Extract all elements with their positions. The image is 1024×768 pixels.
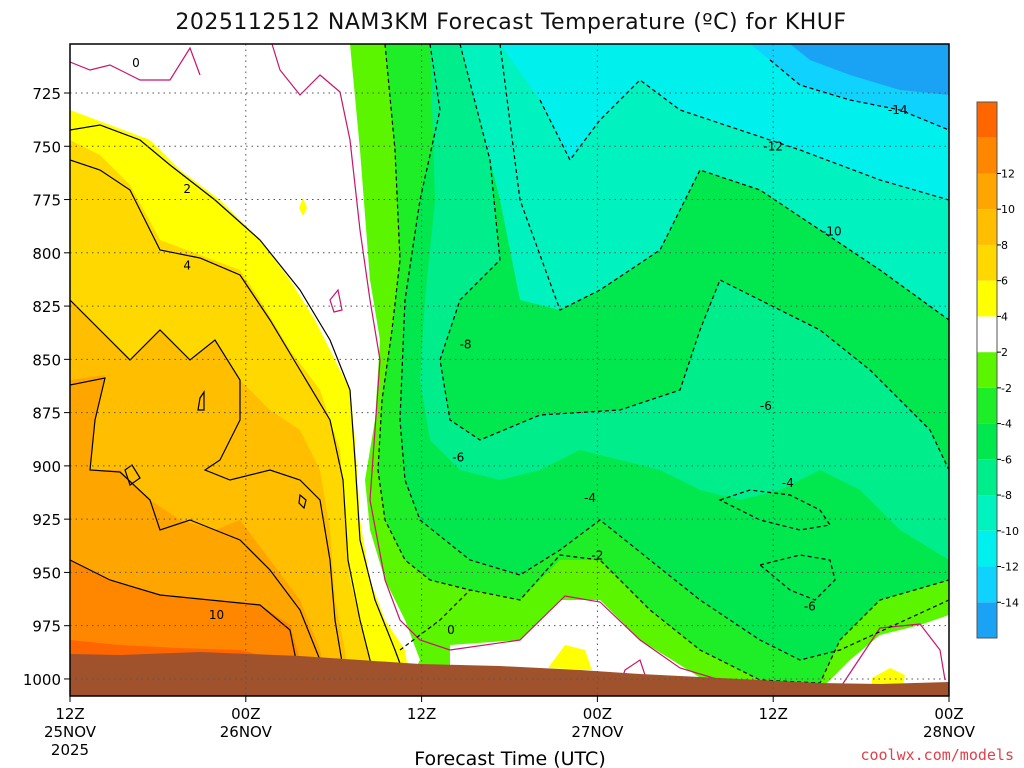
contour-label: -2 [591,548,603,562]
x-tick-date: 26NOV [220,723,273,741]
colorbar-frame [976,101,998,639]
y-tick-label: 775 [32,192,61,210]
colorbar-label: 8 [1001,239,1008,252]
y-tick-label: 975 [32,618,61,636]
y-tick-label: 900 [32,458,61,476]
colorbar-label: 2 [1001,346,1008,359]
colorbar-swatch [977,387,997,424]
warm-island [299,198,307,216]
y-tick-label: 800 [32,245,61,263]
x-tick-label: 12Z [407,705,436,723]
y-axis: 725 750 775 800 825 850 875 900 925 950 975 1000 [23,85,70,689]
colorbar-swatch [977,566,997,603]
colorbar-swatch [977,495,997,531]
colorbar-swatch [977,530,997,567]
x-tick-year: 2025 [51,741,89,759]
colorbar-swatch [977,352,997,388]
colorbar-swatch [977,602,997,638]
y-tick-label: 850 [32,351,61,369]
x-tick-date: 28NOV [923,723,976,741]
source-credit: coolwx.com/models [860,746,1014,764]
colorbar-label: -8 [1001,489,1012,502]
x-axis-label: Forecast Time (UTC) [414,748,605,768]
colorbar-swatch [977,459,997,496]
surface-ground [70,652,949,696]
colorbar-label: 4 [1001,310,1008,323]
y-tick-label: 875 [32,405,61,423]
contour-label: -6 [760,399,772,413]
plot-frame [69,43,950,697]
y-tick-label: 750 [32,138,61,156]
y-tick-label: 1000 [23,671,61,689]
x-tick-label: 12Z [759,705,788,723]
contour-label: 10 [209,608,224,622]
contour-label: -6 [804,600,816,614]
x-tick-label: 12Z [55,705,84,723]
colorbar-label: -12 [1001,561,1019,574]
plot-area: 0 2 4 10 0 -8 -6 -4 -2 -6 -4 -6 -12 -10 -14 [70,44,949,696]
gridlines [70,44,949,696]
y-tick-label: 925 [32,511,61,529]
x-tick-label: 00Z [231,705,260,723]
y-tick-label: 725 [32,85,61,103]
colorbar-swatch [977,173,997,210]
contour-label: -10 [822,225,842,239]
contour-labels: 0 2 4 10 0 -8 -6 -4 -2 -6 -4 -6 -12 -10 -14 [132,56,907,637]
colorbar-swatch [977,316,997,353]
y-tick-label: 950 [32,564,61,582]
colorbar-label: -6 [1001,453,1012,466]
contour-label: -12 [763,139,783,153]
contour-label: 0 [447,623,455,637]
contour-label: 4 [183,259,191,273]
x-tick-date: 25NOV [44,723,97,741]
colorbar-label: 6 [1001,275,1008,288]
isotherm-lines [70,44,949,696]
contour-label: -6 [452,450,464,464]
colorbar-label: -2 [1001,382,1012,395]
colorbar-label: -14 [1001,596,1019,609]
colorbar-label: -4 [1001,418,1012,431]
x-tick-label: 00Z [583,705,612,723]
warm-island [548,645,592,670]
colorbar-swatch [977,102,997,138]
colorbar-label: -10 [1001,525,1019,538]
y-tick-label: 825 [32,298,61,316]
contour-label: -14 [888,103,908,117]
x-tick-date: 27NOV [571,723,624,741]
band-minus14-to-minus16 [790,44,949,95]
colorbar-swatch [977,423,997,460]
colorbar-swatch [977,209,997,245]
colorbar-swatch [977,137,997,174]
colorbar-swatch [977,244,997,281]
x-tick-label: 00Z [934,705,963,723]
colorbar-label: 12 [1001,167,1015,180]
colorbar: -14 -12 -10 -8 -6 -4 -2 2 4 6 8 10 12 [976,101,1019,639]
contour-label: -4 [782,476,794,490]
colorbar-swatch [977,280,997,317]
contour-label: -8 [460,337,472,351]
colorbar-label: 10 [1001,203,1015,216]
contour-label: -4 [584,491,596,505]
contour-label: 0 [132,56,140,70]
band-minus6-to-minus8 [420,44,949,560]
contour-label: 2 [183,182,191,196]
chart-title: 2025112512 NAM3KM Forecast Temperature (… [175,10,846,35]
